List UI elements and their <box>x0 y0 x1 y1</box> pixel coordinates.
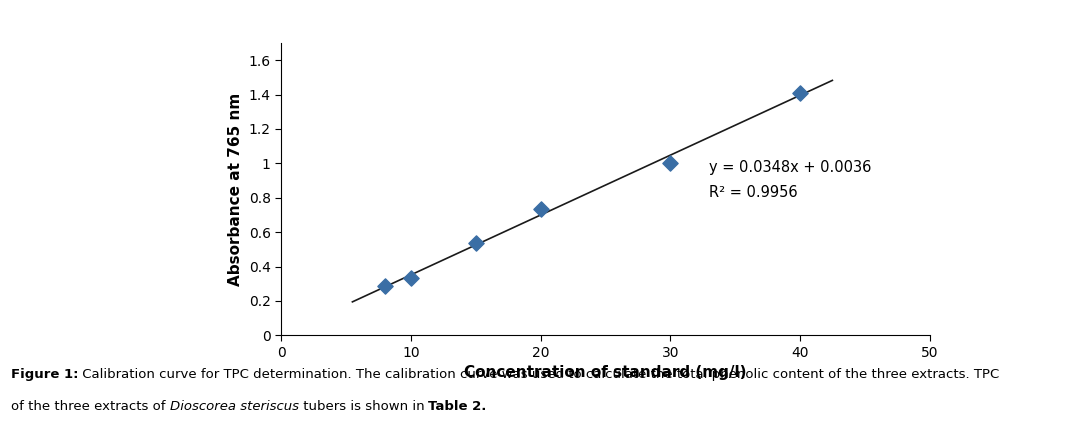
Point <box>402 274 419 281</box>
Point <box>467 240 484 247</box>
Point <box>376 283 393 290</box>
Text: y = 0.0348x + 0.0036
R² = 0.9956: y = 0.0348x + 0.0036 R² = 0.9956 <box>709 160 871 200</box>
Text: tubers is shown in: tubers is shown in <box>298 400 428 413</box>
Text: Dioscorea steriscus: Dioscorea steriscus <box>170 400 298 413</box>
Text: Table 2.: Table 2. <box>428 400 486 413</box>
Text: Calibration curve for TPC determination. The calibration curve was used to calcu: Calibration curve for TPC determination.… <box>78 368 1000 381</box>
Point <box>662 159 679 166</box>
Y-axis label: Absorbance at 765 nm: Absorbance at 765 nm <box>228 92 243 286</box>
Point <box>791 89 809 96</box>
X-axis label: Concentration of standard (mg/l): Concentration of standard (mg/l) <box>464 366 747 381</box>
Text: of the three extracts of: of the three extracts of <box>11 400 170 413</box>
Text: Figure 1:: Figure 1: <box>11 368 78 381</box>
Point <box>532 206 549 212</box>
